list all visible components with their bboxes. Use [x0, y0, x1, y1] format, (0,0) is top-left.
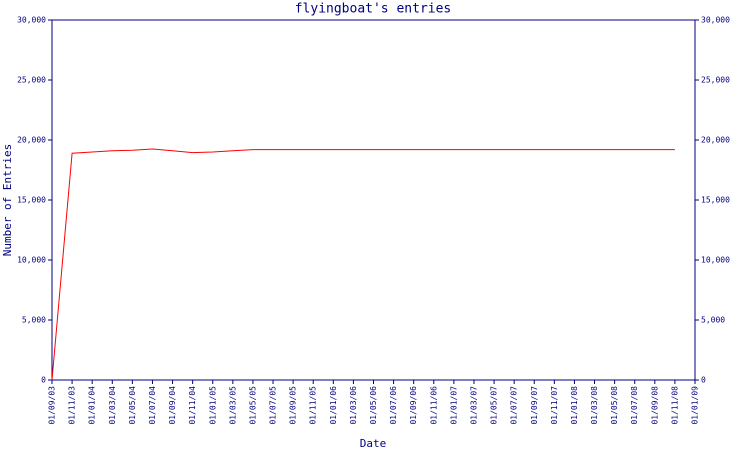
y-axis-label: Number of Entries — [1, 144, 14, 257]
x-tick-label: 01/01/09 — [691, 386, 700, 425]
y-tick-label: 15,000 — [17, 196, 46, 205]
x-axis-label: Date — [360, 437, 387, 450]
x-tick-label: 01/09/05 — [289, 386, 298, 425]
y-tick-label: 20,000 — [17, 136, 46, 145]
x-tick-label: 01/05/06 — [369, 386, 378, 425]
x-tick-label: 01/11/04 — [188, 386, 197, 425]
chart-title: flyingboat's entries — [295, 2, 452, 17]
x-tick-label: 01/03/05 — [228, 386, 237, 425]
x-tick-label: 01/11/08 — [670, 386, 679, 425]
y2-tick-label: 30,000 — [701, 16, 730, 25]
y-tick-label: 30,000 — [17, 16, 46, 25]
x-tick-label: 01/05/04 — [128, 386, 137, 425]
x-tick-label: 01/09/04 — [168, 386, 177, 425]
y-tick-label: 25,000 — [17, 76, 46, 85]
x-tick-label: 01/07/07 — [510, 386, 519, 425]
x-tick-label: 01/01/08 — [570, 386, 579, 425]
x-tick-label: 01/11/05 — [309, 386, 318, 425]
data-line — [51, 148, 675, 381]
y2-tick-label: 0 — [701, 376, 706, 385]
x-tick-label: 01/03/06 — [349, 386, 358, 425]
y2-tick-label: 15,000 — [701, 196, 730, 205]
x-tick-label: 01/09/08 — [650, 386, 659, 425]
x-tick-label: 01/01/05 — [208, 386, 217, 425]
x-tick-label: 01/11/07 — [550, 386, 559, 425]
x-tick-label: 01/09/06 — [409, 386, 418, 425]
x-tick-label: 01/03/08 — [590, 386, 599, 425]
y2-tick-label: 5,000 — [701, 316, 725, 325]
x-tick-label: 01/07/06 — [389, 386, 398, 425]
y-tick-label: 0 — [41, 376, 46, 385]
x-tick-label: 01/05/05 — [248, 386, 257, 425]
x-tick-label: 01/11/06 — [429, 386, 438, 425]
x-tick-label: 01/07/04 — [148, 386, 157, 425]
x-tick-label: 01/01/07 — [449, 386, 458, 425]
x-tick-label: 01/11/03 — [68, 386, 77, 425]
x-tick-label: 01/09/07 — [530, 386, 539, 425]
x-tick-label: 01/03/07 — [469, 386, 478, 425]
x-tick-label: 01/05/08 — [610, 386, 619, 425]
y2-tick-label: 10,000 — [701, 256, 730, 265]
y2-tick-label: 25,000 — [701, 76, 730, 85]
x-tick-label: 01/07/05 — [269, 386, 278, 425]
x-tick-label: 01/05/07 — [490, 386, 499, 425]
x-tick-label: 01/03/04 — [108, 386, 117, 425]
y-tick-label: 5,000 — [22, 316, 46, 325]
x-tick-label: 01/09/03 — [48, 386, 57, 425]
plot-frame — [51, 19, 696, 381]
x-tick-label: 01/01/04 — [88, 386, 97, 425]
x-tick-label: 01/07/08 — [630, 386, 639, 425]
y2-tick-label: 20,000 — [701, 136, 730, 145]
x-tick-label: 01/01/06 — [329, 386, 338, 425]
y-tick-label: 10,000 — [17, 256, 46, 265]
